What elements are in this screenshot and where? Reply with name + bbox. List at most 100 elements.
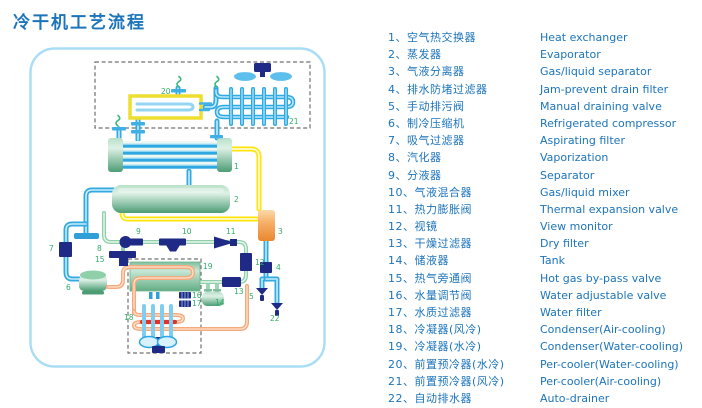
legend-item-en: Per-cooler(Air-cooling) [540, 374, 662, 388]
precooler-air-21 [213, 87, 296, 126]
legend: 1、空气热交换器 Heat exchanger 2、蒸发器 Evaporator 3、气… [388, 29, 683, 407]
legend-item: 17、水质过滤器 Water filter [388, 304, 683, 321]
legend-item: 8、汽化器 Vaporization [388, 149, 683, 166]
legend-item-zh: 11、热力膨胀阀 [388, 202, 472, 216]
legend-item-en: Per-cooler(Water-cooling) [540, 357, 679, 371]
separator-3 [258, 210, 275, 241]
separator-9-valve [119, 236, 143, 248]
legend-item-en: Tank [540, 254, 565, 268]
tank-14 [202, 284, 224, 306]
legend-item-zh: 9、分液器 [388, 168, 442, 182]
dry-filter-13 [222, 277, 241, 287]
diagram-label-2: 2 [234, 195, 239, 204]
legend-item-en: Evaporator [540, 48, 601, 62]
manual-drain-valve-5 [256, 288, 268, 301]
vent-curl-icons [115, 75, 220, 127]
diagram-label-3: 3 [278, 227, 283, 236]
water-filter-17 [179, 300, 191, 308]
diagram-label-13: 13 [234, 287, 244, 296]
diagram-label-8: 8 [97, 244, 102, 253]
water-valve-16 [179, 291, 191, 299]
legend-item: 2、蒸发器 Evaporator [388, 46, 683, 63]
diagram-label-15: 15 [95, 255, 105, 264]
legend-item-en: Refrigerated compressor [540, 116, 677, 130]
legend-item: 10、气液混合器 Gas/liquid mixer [388, 184, 683, 201]
legend-item-en: Water filter [540, 306, 602, 319]
heat-exchanger-1 [108, 138, 232, 172]
legend-item: 1、空气热交换器 Heat exchanger [388, 29, 683, 46]
legend-item-en: View monitor [540, 220, 613, 234]
legend-item-zh: 5、手动排污阀 [388, 99, 465, 113]
legend-item-zh: 4、排水防堵过滤器 [388, 82, 488, 96]
legend-item-en: Thermal expansion valve [540, 202, 679, 216]
expansion-valve-11 [214, 236, 237, 249]
legend-item-en: Heat exchanger [540, 31, 628, 44]
view-monitor-12 [240, 253, 252, 271]
legend-item-zh: 16、水量调节阀 [388, 288, 472, 302]
diagram-label-4: 4 [276, 263, 281, 272]
legend-item: 22、自动排水器 Auto-drainer [388, 390, 683, 407]
drain-filter-4 [260, 262, 272, 273]
legend-item-zh: 7、吸气过滤器 [388, 134, 465, 148]
precooler-water-20 [128, 94, 213, 120]
water-connection-marks [149, 292, 160, 299]
fan-21 [234, 63, 292, 81]
legend-item: 14、储液器 Tank [388, 252, 683, 269]
legend-item-zh: 2、蒸发器 [388, 48, 442, 62]
legend-item: 19、冷凝器(水冷) Condenser(Water-cooling) [388, 338, 683, 355]
flanges [112, 89, 223, 139]
legend-item: 20、前置预冷器(水冷) Per-cooler(Water-cooling) [388, 356, 683, 373]
legend-item-en: Hot gas by-pass valve [540, 271, 662, 285]
legend-item-en: Separator [540, 168, 595, 182]
legend-item-zh: 15、热气旁通阀 [388, 271, 472, 285]
condenser-dashed-box [127, 258, 202, 354]
legend-item: 13、干燥过滤器 Dry filter [388, 235, 683, 252]
legend-item-zh: 12、视镜 [388, 220, 438, 234]
legend-item-zh: 13、干燥过滤器 [388, 237, 472, 251]
diagram-label-22: 22 [270, 314, 280, 323]
legend-item-zh: 18、冷凝器(风冷) [388, 323, 482, 337]
legend-item-en: Manual draining valve [540, 99, 662, 113]
air-pipe-yellow [119, 146, 262, 222]
gas-liquid-mixer-10 [159, 238, 186, 252]
legend-item-en: Water adjustable valve [540, 288, 667, 302]
legend-item-en: Gas/liquid separator [540, 65, 652, 79]
legend-item: 6、制冷压缩机 Refrigerated compressor [388, 115, 683, 132]
diagram-label-11: 11 [226, 227, 236, 236]
legend-item-en: Vaporization [540, 151, 609, 165]
legend-item: 5、手动排污阀 Manual draining valve [388, 98, 683, 115]
legend-item-zh: 17、水质过滤器 [388, 306, 472, 319]
legend-item-zh: 8、汽化器 [388, 151, 442, 165]
legend-item-en: Gas/liquid mixer [540, 185, 630, 199]
legend-item-zh: 14、储液器 [388, 254, 449, 268]
diagram-label-6: 6 [66, 283, 71, 292]
vaporizer-8 [74, 233, 99, 239]
legend-item: 11、热力膨胀阀 Thermal expansion valve [388, 201, 683, 218]
diagram-label-9: 9 [136, 227, 141, 236]
evaporator-2 [112, 185, 230, 213]
legend-item-zh: 21、前置预冷器(风冷) [388, 374, 505, 388]
legend-item-zh: 3、气液分离器 [388, 65, 465, 79]
diagram-label-21: 21 [289, 117, 299, 126]
diagram-label-7: 7 [49, 244, 54, 253]
diagram-label-18: 18 [124, 313, 134, 322]
diagram-label-17: 17 [192, 299, 202, 308]
diagram-label-5: 5 [249, 292, 254, 301]
legend-item: 16、水量调节阀 Water adjustable valve [388, 287, 683, 304]
legend-item: 4、排水防堵过滤器 Jam-prevent drain filter [388, 81, 683, 98]
diagram-label-16: 16 [192, 291, 202, 300]
auto-drainer-22 [271, 303, 283, 316]
legend-item: 21、前置预冷器(风冷) Per-cooler(Air-cooling) [388, 373, 683, 390]
condenser-air-18 [142, 304, 173, 339]
legend-item: 7、吸气过滤器 Aspirating filter [388, 132, 683, 149]
aspirating-filter-7 [59, 242, 72, 257]
diagram-label-19: 19 [203, 262, 213, 271]
legend-item-en: Aspirating filter [540, 134, 625, 148]
diagram-label-1: 1 [234, 162, 239, 171]
diagram-label-10: 10 [182, 227, 192, 236]
legend-item-en: Auto-drainer [540, 391, 610, 405]
legend-item-zh: 20、前置预冷器(水冷) [388, 357, 505, 371]
legend-item: 15、热气旁通阀 Hot gas by-pass valve [388, 270, 683, 287]
